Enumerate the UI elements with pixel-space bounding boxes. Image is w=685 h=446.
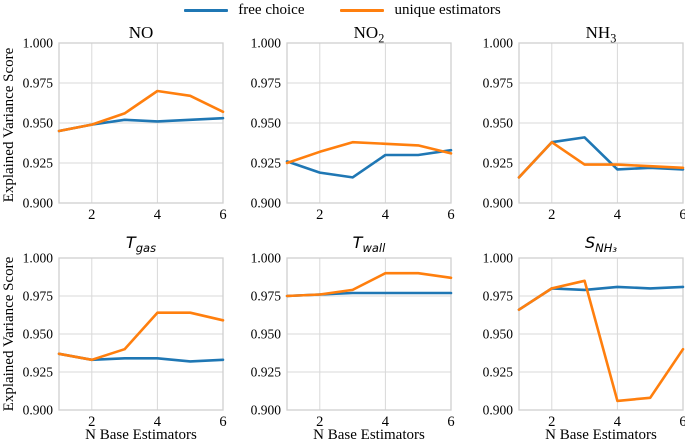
- svg-text:0.975: 0.975: [23, 76, 54, 91]
- svg-text:2: 2: [548, 207, 555, 223]
- svg-text:0.975: 0.975: [251, 76, 282, 91]
- subplot-title-nh3: NH3: [585, 23, 617, 46]
- svg-text:4: 4: [614, 207, 622, 223]
- plot-area-no2: 1.000 0.975 0.950 0.925 0.900 2 4 6: [251, 36, 455, 224]
- subplot-title-no: NO: [128, 23, 154, 42]
- svg-text:2: 2: [316, 414, 323, 430]
- svg-text:0.900: 0.900: [23, 196, 54, 211]
- svg-text:0.975: 0.975: [251, 289, 282, 304]
- subplot-title-t-gas: Tgas: [125, 233, 157, 256]
- svg-text:0.900: 0.900: [251, 403, 282, 418]
- svg-text:0.975: 0.975: [23, 289, 54, 304]
- svg-text:6: 6: [219, 207, 226, 223]
- legend-item-unique-estimators: unique estimators: [340, 1, 501, 19]
- subplot-title-no2: NO2: [353, 23, 385, 46]
- plot-area-s-nh3: 1.000 0.975 0.950 0.925 0.900 2 4 6: [483, 251, 685, 431]
- legend-label: unique estimators: [394, 2, 501, 18]
- plot-area-t-gas: 1.000 0.975 0.950 0.925 0.900 2 4 6: [23, 251, 227, 431]
- svg-text:6: 6: [447, 207, 454, 223]
- x-axis-label-col1: N Base Estimators: [85, 427, 197, 443]
- svg-text:1.000: 1.000: [23, 251, 54, 266]
- svg-text:0.950: 0.950: [23, 116, 54, 131]
- x-axis-label-col3: N Base Estimators: [545, 427, 657, 443]
- plot-area-t-wall: 1.000 0.975 0.950 0.925 0.900 2 4 6: [251, 251, 455, 431]
- svg-text:0.950: 0.950: [483, 116, 514, 131]
- svg-text:4: 4: [154, 207, 162, 223]
- svg-text:4: 4: [154, 414, 162, 430]
- svg-text:0.975: 0.975: [483, 76, 514, 91]
- blue-line-swatch: [184, 8, 229, 12]
- legend-item-free-choice: free choice: [184, 1, 304, 19]
- svg-text:0.900: 0.900: [483, 196, 514, 211]
- svg-text:0.900: 0.900: [23, 403, 54, 418]
- svg-text:0.900: 0.900: [483, 403, 514, 418]
- subplot-title-t-wall: Twall: [352, 233, 386, 256]
- svg-text:4: 4: [382, 414, 390, 430]
- x-axis-label-col2: N Base Estimators: [313, 427, 425, 443]
- svg-text:6: 6: [679, 414, 685, 430]
- svg-text:1.000: 1.000: [483, 36, 514, 51]
- svg-text:0.950: 0.950: [251, 116, 282, 131]
- svg-text:4: 4: [614, 414, 622, 430]
- legend: free choice unique estimators: [0, 0, 685, 20]
- svg-text:1.000: 1.000: [483, 251, 514, 266]
- svg-text:0.925: 0.925: [251, 156, 282, 171]
- svg-text:0.900: 0.900: [251, 196, 282, 211]
- svg-text:1.000: 1.000: [251, 251, 282, 266]
- orange-line-swatch: [340, 8, 385, 12]
- svg-text:0.950: 0.950: [483, 327, 514, 342]
- svg-text:6: 6: [447, 414, 454, 430]
- svg-text:0.925: 0.925: [483, 365, 514, 380]
- svg-text:1.000: 1.000: [251, 36, 282, 51]
- svg-text:2: 2: [88, 414, 95, 430]
- legend-label: free choice: [238, 2, 305, 18]
- svg-text:0.950: 0.950: [251, 327, 282, 342]
- svg-text:0.975: 0.975: [483, 289, 514, 304]
- svg-text:0.950: 0.950: [23, 327, 54, 342]
- subplot-title-s-nh3: SNH₃: [584, 233, 618, 256]
- svg-text:0.925: 0.925: [23, 365, 54, 380]
- svg-text:2: 2: [316, 207, 323, 223]
- svg-text:0.925: 0.925: [483, 156, 514, 171]
- svg-text:6: 6: [219, 414, 226, 430]
- plot-area-nh3: 1.000 0.975 0.950 0.925 0.900 2 4 6: [483, 36, 685, 224]
- svg-text:1.000: 1.000: [23, 36, 54, 51]
- svg-text:6: 6: [679, 207, 685, 223]
- svg-text:4: 4: [382, 207, 390, 223]
- svg-text:0.925: 0.925: [23, 156, 54, 171]
- svg-text:2: 2: [548, 414, 555, 430]
- svg-text:0.925: 0.925: [251, 365, 282, 380]
- svg-text:2: 2: [88, 207, 95, 223]
- plot-area-no: 1.000 0.975 0.950 0.925 0.900 2 4 6: [23, 36, 227, 224]
